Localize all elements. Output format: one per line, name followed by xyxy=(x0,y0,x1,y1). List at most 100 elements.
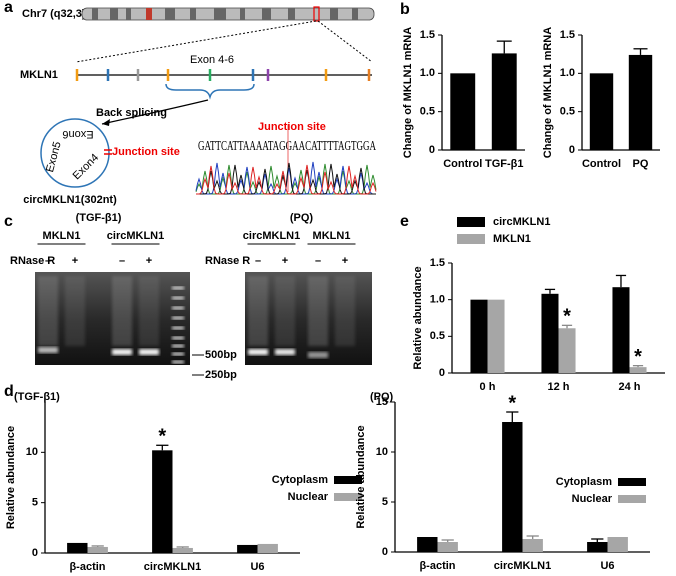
bar xyxy=(437,542,458,552)
significance: * xyxy=(158,426,166,448)
band xyxy=(288,8,295,20)
y-axis-label: Relative abundance xyxy=(412,266,424,369)
lane-label: – xyxy=(119,255,125,267)
bar xyxy=(628,54,653,150)
y-tick-label: 1.5 xyxy=(420,29,435,41)
band xyxy=(110,8,118,20)
band xyxy=(126,8,131,20)
band xyxy=(240,8,245,20)
x-tick-label: β-actin xyxy=(69,561,105,573)
band xyxy=(262,8,271,20)
y-tick-label: 1.0 xyxy=(420,67,435,79)
back-splicing-label: Back splicing xyxy=(96,107,167,119)
gel-band xyxy=(38,347,58,353)
y-axis-label: Relative abundance xyxy=(5,426,17,529)
chromatogram xyxy=(195,161,377,195)
locus-box xyxy=(313,6,320,22)
bar xyxy=(152,450,173,553)
gel-band xyxy=(139,349,159,355)
treatment-label: (PQ) xyxy=(290,212,314,224)
y-tick-label: 1.5 xyxy=(430,257,445,269)
bar xyxy=(541,293,559,373)
zoom-line xyxy=(75,20,317,63)
lane-smear xyxy=(38,276,58,346)
y-tick-label: 1.0 xyxy=(430,294,445,306)
lane-smear xyxy=(308,276,328,346)
x-tick-label: 12 h xyxy=(547,381,569,393)
legend-swatch xyxy=(334,476,362,484)
x-tick-label: Control xyxy=(582,158,621,170)
x-tick-label: circMKLN1 xyxy=(494,560,551,572)
lane-smear xyxy=(335,276,355,346)
y-tick-label: 5 xyxy=(32,497,38,509)
gel-band xyxy=(112,349,132,355)
bar xyxy=(629,367,647,373)
legend-label: Nuclear xyxy=(572,493,613,505)
legend-swatch xyxy=(618,478,646,486)
panel-c: – + – + (TGF-β1) RNase R MKLN1 circMKLN1 – + – + (PQ… xyxy=(10,212,372,381)
bar xyxy=(257,543,278,553)
ladder-band xyxy=(172,360,184,364)
bar xyxy=(417,537,438,552)
x-tick-label: Control xyxy=(443,158,482,170)
y-tick-label: 5 xyxy=(382,496,388,508)
band xyxy=(352,8,358,20)
lane-label: + xyxy=(146,255,152,267)
treatment-label: (TGF-β1) xyxy=(76,212,122,224)
significance: * xyxy=(634,346,642,368)
y-tick-label: 0.5 xyxy=(420,106,435,118)
legend-label: circMKLN1 xyxy=(493,216,550,228)
lane-smear xyxy=(139,276,159,346)
bar xyxy=(502,422,523,552)
y-tick-label: 0 xyxy=(439,367,445,379)
group-label: MKLN1 xyxy=(43,230,81,242)
panel-label: e xyxy=(400,213,409,230)
arrow xyxy=(101,99,209,125)
chart-title: (PQ) xyxy=(370,391,394,403)
lane-smear xyxy=(112,276,132,346)
circrna xyxy=(40,118,110,188)
bar xyxy=(607,537,628,552)
ladder-band xyxy=(172,296,184,300)
rnase-label: RNase R xyxy=(205,255,250,267)
group-label: MKLN1 xyxy=(313,230,351,242)
junction-label: Junction site xyxy=(258,121,326,133)
x-tick-label: U6 xyxy=(600,560,614,572)
lane-smear xyxy=(275,276,295,346)
sequence: GATTCATTAAAATAGGAACATTTTAGTGGA xyxy=(198,139,377,154)
ladder-band xyxy=(172,352,184,356)
ladder-band xyxy=(172,336,184,340)
lane-label: + xyxy=(342,255,348,267)
y-tick-label: 1.0 xyxy=(560,67,575,79)
lane-smear xyxy=(248,276,268,346)
band xyxy=(190,8,196,20)
bar xyxy=(67,542,88,553)
ladder-band xyxy=(172,344,184,348)
bar xyxy=(87,546,108,553)
ladder-band xyxy=(172,286,184,290)
legend-label: MKLN1 xyxy=(493,233,531,245)
trace xyxy=(196,164,377,195)
marker-label: 250bp xyxy=(205,369,237,381)
x-tick-label: β-actin xyxy=(419,560,455,572)
panel-label: a xyxy=(4,0,13,16)
exon-label: Exon6 xyxy=(62,128,93,140)
x-tick-label: TGF-β1 xyxy=(485,158,524,170)
legend-swatch xyxy=(457,234,485,244)
significance: * xyxy=(563,306,571,328)
brace xyxy=(165,83,255,100)
panel-label: b xyxy=(400,1,410,18)
gel-band xyxy=(248,349,268,355)
lane-label: + xyxy=(72,255,78,267)
y-tick-label: 0.5 xyxy=(560,106,575,118)
bar xyxy=(470,299,488,373)
band xyxy=(214,8,226,20)
bar xyxy=(237,544,258,553)
panel-label: d xyxy=(4,383,14,400)
ideogram-bands xyxy=(92,8,358,20)
bar xyxy=(612,287,630,373)
band xyxy=(165,8,175,20)
y-tick-label: 1.5 xyxy=(560,29,575,41)
x-tick-label: PQ xyxy=(633,158,649,170)
